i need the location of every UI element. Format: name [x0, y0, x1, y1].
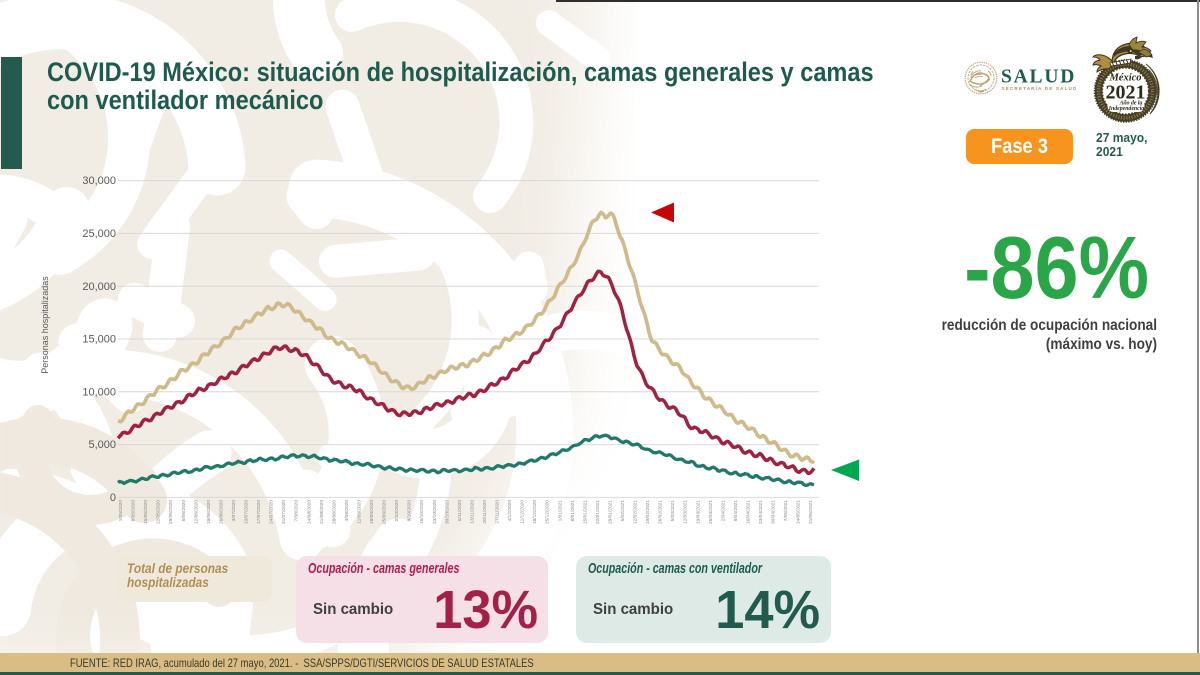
svg-text:4/09/2020: 4/09/2020 [344, 500, 350, 522]
svg-text:8/01/2021: 8/01/2021 [570, 500, 576, 522]
svg-text:26/03/2021: 26/03/2021 [708, 500, 714, 524]
svg-text:10/07/2020: 10/07/2020 [244, 500, 250, 524]
svg-text:5/02/2021: 5/02/2021 [620, 500, 626, 522]
svg-text:29/05/2020: 29/05/2020 [168, 500, 174, 524]
svg-text:0: 0 [110, 492, 116, 504]
svg-text:10,000: 10,000 [82, 386, 116, 398]
svg-text:19/06/2020: 19/06/2020 [206, 500, 212, 524]
svg-text:30/04/2021: 30/04/2021 [771, 500, 777, 524]
svg-text:14/05/2021: 14/05/2021 [796, 500, 802, 524]
svg-text:16/04/2021: 16/04/2021 [746, 500, 752, 524]
svg-text:2/10/2020: 2/10/2020 [394, 500, 400, 522]
svg-text:12/02/2021: 12/02/2021 [633, 500, 639, 524]
svg-text:22/05/2020: 22/05/2020 [156, 500, 162, 524]
svg-text:31/07/2020: 31/07/2020 [281, 500, 287, 524]
svg-text:23/10/2020: 23/10/2020 [432, 500, 438, 524]
svg-text:25/09/2020: 25/09/2020 [382, 500, 388, 524]
svg-text:15,000: 15,000 [82, 334, 116, 346]
svg-text:26/06/2020: 26/06/2020 [218, 500, 224, 524]
svg-text:25/12/2020: 25/12/2020 [545, 500, 551, 524]
svg-text:27/11/2020: 27/11/2020 [495, 500, 501, 524]
svg-text:20/11/2020: 20/11/2020 [482, 500, 488, 524]
svg-text:16/10/2020: 16/10/2020 [419, 500, 425, 524]
svg-text:19/02/2021: 19/02/2021 [645, 500, 651, 524]
svg-text:21/05/2021: 21/05/2021 [808, 500, 814, 524]
svg-text:5/06/2020: 5/06/2020 [181, 500, 187, 522]
svg-text:28/08/2020: 28/08/2020 [331, 500, 337, 524]
svg-text:14/08/2020: 14/08/2020 [306, 500, 312, 524]
svg-text:5,000: 5,000 [88, 439, 116, 451]
svg-text:Año de la: Año de la [1119, 101, 1143, 107]
svg-text:2021: 2021 [1106, 82, 1146, 104]
svg-text:29/01/2021: 29/01/2021 [608, 500, 614, 524]
svg-text:25,000: 25,000 [82, 228, 116, 240]
svg-text:9/04/2021: 9/04/2021 [733, 500, 739, 522]
svg-text:5/03/2021: 5/03/2021 [670, 500, 676, 522]
svg-text:9/10/2020: 9/10/2020 [407, 500, 413, 522]
svg-text:11/09/2020: 11/09/2020 [357, 500, 363, 524]
svg-text:21/08/2020: 21/08/2020 [319, 500, 325, 524]
svg-text:17/07/2020: 17/07/2020 [256, 500, 262, 524]
svg-text:30/10/2020: 30/10/2020 [444, 500, 450, 524]
svg-text:8/05/2020: 8/05/2020 [131, 500, 137, 522]
svg-text:7/05/2021: 7/05/2021 [783, 500, 789, 522]
svg-text:6/11/2020: 6/11/2020 [457, 500, 463, 521]
svg-text:SALUD: SALUD [1001, 67, 1076, 88]
svg-text:4/12/2020: 4/12/2020 [507, 500, 513, 522]
svg-text:19/03/2021: 19/03/2021 [695, 500, 701, 524]
svg-text:México: México [1108, 73, 1141, 84]
svg-text:24/07/2020: 24/07/2020 [269, 500, 275, 524]
svg-text:1/01/2021: 1/01/2021 [557, 500, 563, 522]
svg-text:23/04/2021: 23/04/2021 [758, 500, 764, 524]
svg-text:2/04/2021: 2/04/2021 [720, 500, 726, 522]
svg-text:20,000: 20,000 [82, 281, 116, 293]
svg-text:Personas hospitalizadas: Personas hospitalizadas [40, 276, 50, 374]
svg-text:Independencia: Independencia [1108, 106, 1145, 112]
svg-text:7/08/2020: 7/08/2020 [294, 500, 300, 522]
svg-text:SECRETARÍA DE SALUD: SECRETARÍA DE SALUD [1002, 84, 1078, 91]
svg-text:12/03/2021: 12/03/2021 [683, 500, 689, 524]
svg-text:15/05/2020: 15/05/2020 [143, 500, 149, 524]
svg-text:13/11/2020: 13/11/2020 [469, 500, 475, 524]
svg-text:18/09/2020: 18/09/2020 [369, 500, 375, 524]
svg-text:1/05/2020: 1/05/2020 [118, 500, 124, 522]
svg-text:26/02/2021: 26/02/2021 [658, 500, 664, 524]
svg-text:18/12/2020: 18/12/2020 [532, 500, 538, 524]
svg-text:15/01/2021: 15/01/2021 [582, 500, 588, 524]
svg-text:30,000: 30,000 [82, 175, 116, 187]
svg-text:22/01/2021: 22/01/2021 [595, 500, 601, 524]
svg-text:12/06/2020: 12/06/2020 [193, 500, 199, 524]
svg-text:3/07/2020: 3/07/2020 [231, 500, 237, 522]
svg-text:11/12/2020: 11/12/2020 [520, 500, 526, 524]
